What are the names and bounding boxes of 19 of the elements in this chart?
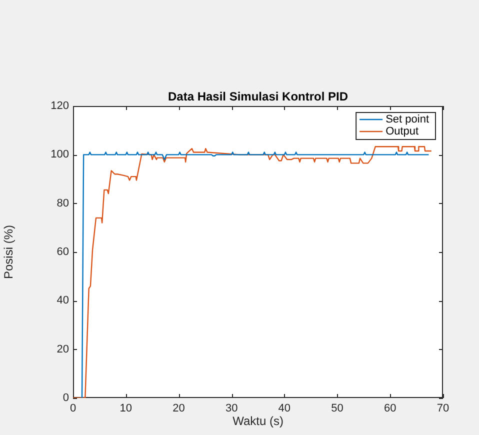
y-tick-label: 60	[56, 246, 69, 258]
y-axis-title: Posisi (%)	[2, 224, 16, 280]
y-tick-label: 0	[62, 392, 69, 404]
x-tick-label: 50	[331, 402, 344, 415]
y-tick-label: 120	[50, 100, 69, 112]
chart-title: Data Hasil Simulasi Kontrol PID	[168, 89, 348, 104]
x-tick-label: 20	[172, 402, 185, 415]
x-tick-label: 40	[278, 402, 291, 415]
y-tick-label: 20	[56, 343, 69, 356]
legend-label: Output	[386, 126, 419, 138]
y-tick-label: 80	[56, 197, 69, 210]
x-tick-label: 70	[436, 402, 450, 415]
x-axis-title: Waktu (s)	[232, 414, 284, 428]
y-tick-label: 40	[56, 294, 69, 307]
x-tick-label: 30	[225, 402, 238, 415]
x-tick-label: 10	[120, 402, 132, 415]
legend-label: Set point	[386, 114, 429, 126]
y-tick-label: 100	[50, 148, 69, 161]
x-tick-label: 60	[384, 402, 396, 415]
